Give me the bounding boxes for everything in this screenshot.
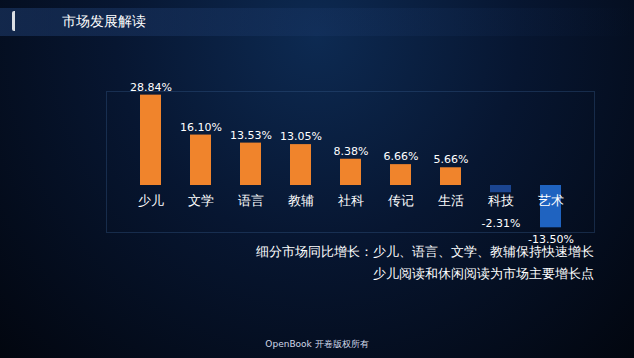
svg-text:6.66%: 6.66% (384, 150, 419, 163)
svg-text:-2.31%: -2.31% (482, 217, 521, 230)
svg-text:13.05%: 13.05% (280, 130, 322, 143)
html-text:少儿阅读和休闲阅读为市场主要增长点: 少儿阅读和休闲阅读为市场主要增长点 (373, 266, 594, 281)
svg-text:8.38%: 8.38% (334, 145, 369, 158)
svg-text:少儿: 少儿 (138, 193, 164, 208)
svg-text:文学: 文学 (188, 193, 214, 208)
svg-text:教辅: 教辅 (288, 193, 314, 208)
html-text:市场发展解读: 市场发展解读 (62, 13, 146, 29)
svg-text:5.66%: 5.66% (434, 153, 469, 166)
svg-text:28.84%: 28.84% (130, 81, 172, 94)
svg-text:生活: 生活 (438, 193, 464, 208)
html-text:细分市场同比增长：少儿、语言、文学、教辅保持快速增长: 细分市场同比增长：少儿、语言、文学、教辅保持快速增长 (256, 244, 594, 259)
svg-text:艺术: 艺术 (538, 193, 564, 208)
html-text:OpenBook 开卷版权所有: OpenBook 开卷版权所有 (265, 339, 369, 349)
svg-text:传记: 传记 (388, 193, 414, 208)
svg-text:13.53%: 13.53% (230, 129, 272, 142)
svg-text:科技: 科技 (488, 193, 514, 208)
svg-text:16.10%: 16.10% (180, 121, 222, 134)
svg-text:-13.50%: -13.50% (528, 233, 574, 247)
svg-text:语言: 语言 (238, 193, 264, 208)
svg-text:社科: 社科 (338, 193, 364, 208)
